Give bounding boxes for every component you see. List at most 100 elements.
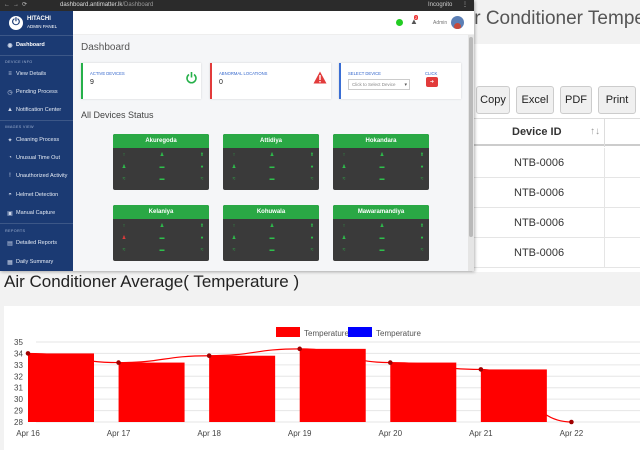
location-card[interactable]: Mawaramandiya ↑ ♟ ⬆ ♟ ▬ ● ≈ ▬ ≈ — [333, 205, 429, 261]
sidebar-item-notification-center[interactable]: ▲ Notification Center — [0, 102, 73, 118]
sensor-status-icon: ▬ — [159, 164, 165, 170]
bell-icon: ▲ — [7, 107, 13, 113]
y-axis-ticks: 28 29 30 31 32 33 34 35 — [14, 338, 23, 427]
sensor-status-grid: ↑ ♟ ⬆ ♟ ▬ ● ≈ ▬ ≈ — [113, 151, 209, 187]
sensor-status-icon: ♟ — [159, 152, 165, 158]
url-text[interactable]: dashboard.antimatter.lk/Dashboard — [60, 2, 154, 8]
y-tick-label: 30 — [14, 395, 23, 404]
location-card[interactable]: Attidiya ↑ ♟ ⬆ ♟ ▬ ● ≈ ▬ ≈ — [223, 134, 319, 190]
sensor-status-icon: ≈ — [232, 247, 236, 253]
y-tick-label: 29 — [14, 407, 23, 416]
temperature-chart: Temperature Temperature 28 29 30 31 32 33 34 35… — [14, 327, 640, 438]
sensor-status-icon: ↑ — [232, 152, 236, 158]
go-button[interactable]: ➜ — [426, 77, 438, 87]
sensor-status-icon: ↑ — [342, 152, 346, 158]
sidebar-item-dashboard[interactable]: ◉ Dashboard — [0, 37, 73, 53]
sensor-status-icon: ≈ — [310, 176, 314, 182]
chart-legend[interactable]: Temperature Temperature — [276, 327, 421, 338]
sensor-status-icon: ≈ — [200, 176, 204, 182]
sidebar-item-unauthorized-activity[interactable]: ! Unauthorized Activity — [0, 168, 73, 184]
sidebar-item-view-details[interactable]: ≡ View Details — [0, 66, 73, 82]
column-divider — [604, 119, 605, 147]
sensor-status-icon: ♟ — [269, 152, 275, 158]
x-tick-label: Apr 21 — [469, 429, 493, 438]
sensor-status-icon: ● — [420, 235, 424, 241]
sensor-status-icon: ● — [200, 164, 204, 170]
sensor-status-icon: ▬ — [159, 176, 165, 182]
bar — [28, 353, 94, 422]
sidebar-item-daily-summary[interactable]: ▦ Daily Summary — [0, 254, 73, 270]
print-button[interactable]: Print — [598, 86, 636, 114]
sensor-status-icon: ⬆ — [309, 152, 315, 158]
legend-label-bar: Temperature — [304, 329, 349, 338]
sensor-status-icon: ♟ — [231, 164, 237, 170]
data-point — [206, 353, 212, 359]
data-point — [25, 351, 31, 356]
data-point — [116, 360, 121, 365]
notification-bell-icon[interactable]: ▲ 2 — [410, 15, 419, 26]
location-card[interactable]: Hokandara ↑ ♟ ⬆ ♟ ▬ ● ≈ ▬ ≈ — [333, 134, 429, 190]
location-card[interactable]: Kelaniya ↑ ♟ ⬆ ♟ ▬ ● ≈ ▬ ≈ — [113, 205, 209, 261]
sensor-status-icon: ♟ — [269, 223, 275, 229]
sensor-status-grid: ↑ ♟ ⬆ ♟ ▬ ● ≈ ▬ ≈ — [113, 222, 209, 258]
report-icon: ▤ — [7, 240, 13, 247]
browser-address-bar[interactable]: ←→⟳ dashboard.antimatter.lk/Dashboard In… — [0, 0, 474, 11]
x-tick-label: Apr 19 — [288, 429, 312, 438]
scrollbar[interactable] — [468, 35, 474, 271]
sensor-status-grid: ↑ ♟ ⬆ ♟ ▬ ● ≈ ▬ ≈ — [223, 151, 319, 187]
click-label: CLICK — [425, 71, 438, 76]
sidebar-item-manual-capture[interactable]: ▣ Manual Capture — [0, 205, 73, 221]
sidebar-item-pending-process[interactable]: ◷ Pending Process — [0, 84, 73, 100]
bar — [209, 355, 276, 422]
abnormal-locations-card: ABNORMAL LOCATIONS 0 — [210, 63, 331, 99]
sort-icon[interactable]: ↑↓ — [590, 126, 600, 137]
helmet-icon: ◓ — [8, 192, 12, 198]
sensor-status-icon: ▬ — [269, 235, 275, 241]
browser-nav-icons[interactable]: ←→⟳ — [4, 2, 31, 8]
connection-status-dot — [396, 19, 403, 26]
sensor-status-icon: ♟ — [341, 164, 347, 170]
table-row: NTB-0006 — [474, 208, 640, 238]
sensor-status-icon: ▬ — [379, 176, 385, 182]
sidebar-item-cleaning-process[interactable]: ✦ Cleaning Process — [0, 132, 73, 148]
device-select[interactable]: Click to Select Device — [348, 79, 410, 90]
sidebar-item-unusual-time-out[interactable]: ◔ Unusual Time Out — [0, 150, 73, 166]
x-tick-label: Apr 17 — [107, 429, 131, 438]
sensor-status-icon: ↑ — [122, 152, 126, 158]
pdf-button[interactable]: PDF — [560, 86, 592, 114]
data-point — [569, 419, 574, 425]
browser-menu-icon[interactable]: ⋮ — [462, 2, 468, 8]
location-card[interactable]: Akuregoda ↑ ♟ ⬆ ♟ ▬ ● ≈ ▬ ≈ — [113, 134, 209, 190]
avatar[interactable] — [451, 16, 464, 29]
user-name[interactable]: Admin — [433, 20, 448, 26]
sidebar-heading-device-info: DEVICE INFO — [5, 60, 33, 64]
location-name: Mawaramandiya — [333, 205, 429, 219]
sensor-status-icon: ♟ — [379, 152, 385, 158]
bar — [299, 348, 366, 422]
sidebar-item-helmet-detection[interactable]: ◓ Helmet Detection — [0, 187, 73, 203]
select-device-label: SELECT DEVICE — [348, 71, 381, 76]
copy-button[interactable]: Copy — [476, 86, 510, 114]
device-id-cell: NTB-0006 — [514, 157, 565, 169]
column-header-device-id[interactable]: Device ID — [512, 126, 562, 138]
sidebar-item-detailed-reports[interactable]: ▤ Detailed Reports — [0, 235, 73, 251]
report-title: ir Conditioner Tempera — [470, 8, 640, 29]
sensor-status-icon: ≈ — [420, 247, 424, 253]
excel-button[interactable]: Excel — [516, 86, 554, 114]
location-name: Hokandara — [333, 134, 429, 148]
sensor-status-icon: ≈ — [232, 176, 236, 182]
sensor-status-icon: ▬ — [269, 247, 275, 253]
sensor-status-icon: ≈ — [200, 247, 204, 253]
sensor-status-icon: ↑ — [122, 223, 126, 229]
x-tick-label: Apr 16 — [16, 429, 40, 438]
incognito-label: Incognito — [428, 2, 453, 8]
sensor-status-icon: ⬆ — [199, 152, 205, 158]
device-id-cell: NTB-0006 — [514, 217, 565, 229]
power-logo-icon: ⏻ — [9, 16, 23, 30]
main-content: Dashboard ACTIVE DEVICES 9 ABNORMAL LOCA… — [73, 35, 468, 271]
sensor-status-icon: ⬆ — [419, 152, 425, 158]
sensor-status-icon: ▬ — [269, 164, 275, 170]
sensor-status-icon: ⬆ — [199, 223, 205, 229]
location-card[interactable]: Kohuwala ↑ ♟ ⬆ ♟ ▬ ● ≈ ▬ ≈ — [223, 205, 319, 261]
active-devices-label: ACTIVE DEVICES — [90, 71, 125, 76]
